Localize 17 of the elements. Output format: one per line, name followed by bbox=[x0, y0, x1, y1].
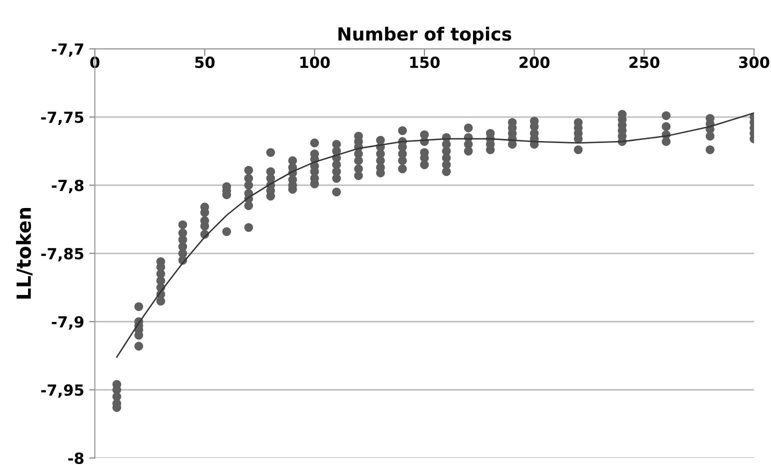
y-tick-label: -7,9 bbox=[52, 316, 84, 330]
x-tick-label: 250 bbox=[629, 56, 660, 68]
x-tick-label: 100 bbox=[300, 56, 330, 68]
x-tick-label: 0 bbox=[90, 56, 100, 68]
y-tick-label: -7,7 bbox=[52, 43, 84, 57]
y-tick-label: -7,95 bbox=[41, 384, 84, 398]
line-series bbox=[116, 112, 754, 358]
y-axis-title: LL/token bbox=[16, 208, 33, 299]
y-tick-label: -7,8 bbox=[52, 180, 84, 194]
x-axis-title: Number of topics bbox=[338, 26, 512, 44]
y-tick-label: -8 bbox=[68, 452, 84, 464]
y-tick-label: -7,75 bbox=[41, 112, 84, 125]
y-tick-label: -7,85 bbox=[41, 248, 84, 262]
x-tick-label: 150 bbox=[410, 56, 440, 68]
x-tick-label: 50 bbox=[195, 56, 215, 68]
x-tick-label: 200 bbox=[520, 56, 550, 68]
x-tick-label: 300 bbox=[739, 56, 770, 68]
